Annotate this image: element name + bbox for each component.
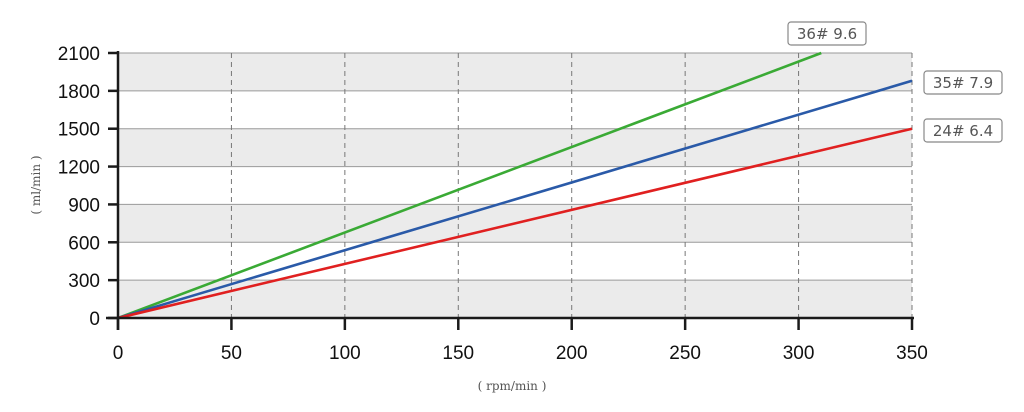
y-tick-label: 300 [68,271,100,292]
y-tick-label: 600 [68,233,100,254]
series-label: 24# 6.4 [933,122,993,140]
x-tick-label: 200 [556,343,588,364]
x-tick-label: 300 [783,343,815,364]
axes: 0 300 600 900 1200 1500 1800 2100 0 50 100 150 200 25… [58,44,928,364]
y-tick-label: 0 [89,309,100,330]
y-tick-label: 900 [68,195,100,216]
series-line-1 [117,79,913,320]
series-line-0 [117,51,822,320]
x-tick-label: 0 [113,343,124,364]
series-line-2 [117,127,913,320]
x-tick-label: 350 [896,343,928,364]
grid-lines [118,52,913,318]
series-label: 35# 7.9 [933,74,993,92]
y-tick-label: 1200 [58,158,100,179]
x-tick-label: 150 [442,343,474,364]
series-label: 36# 9.6 [797,25,857,43]
x-tick-label: 100 [329,343,361,364]
x-tick-label: 50 [221,343,242,364]
x-tick-label: 250 [669,343,701,364]
background-bands [118,53,912,318]
x-axis-label: ( rpm/min ) [478,379,547,393]
y-tick-label: 2100 [58,44,100,65]
series-labels: 36# 9.6 35# 7.9 24# 6.4 [787,21,1003,143]
y-axis-label: ( ml/min ) [29,155,43,214]
series-lines [117,51,913,320]
y-tick-label: 1800 [58,82,100,103]
y-tick-label: 1500 [58,120,100,141]
